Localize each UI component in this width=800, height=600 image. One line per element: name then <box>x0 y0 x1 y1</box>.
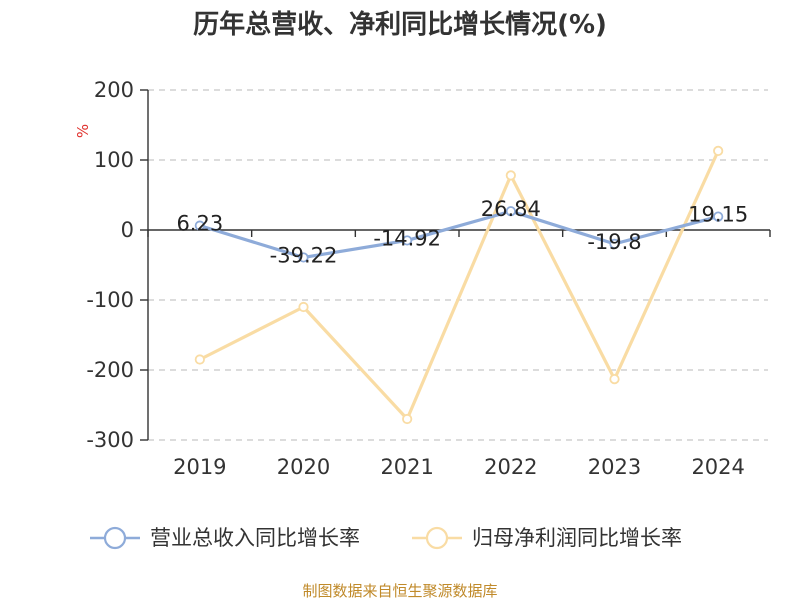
data-label: 26.84 <box>481 197 541 221</box>
x-tick-label: 2024 <box>691 455 744 479</box>
y-tick-label: 200 <box>94 78 134 102</box>
y-tick-label: -300 <box>86 428 134 452</box>
series <box>194 145 724 425</box>
data-point-1 <box>194 220 205 231</box>
data-label: -39.22 <box>270 243 338 267</box>
data-labels: 6.23 -39.22 -14.92 26.84 -19.8 19.15 <box>176 197 748 267</box>
x-tick-label: 2022 <box>484 455 537 479</box>
x-tick-label: 2021 <box>380 455 433 479</box>
data-point-1 <box>505 206 516 217</box>
legend[interactable]: 营业总收入同比增长率 归母净利润同比增长率 <box>90 526 682 550</box>
series-line-2 <box>199 150 720 421</box>
data-source-footer: 制图数据来自恒生聚源数据库 <box>302 582 497 600</box>
axes: 200 100 0 -100 -200 -300 2019 2020 2021 2022 2023 2… <box>86 78 771 479</box>
data-label: 19.15 <box>688 203 748 227</box>
grid <box>148 89 768 441</box>
legend-item-1[interactable]: 营业总收入同比增长率 <box>90 526 360 550</box>
y-tick-label: -200 <box>86 358 134 382</box>
series-line-1 <box>199 209 719 260</box>
legend-label: 营业总收入同比增长率 <box>150 526 360 550</box>
data-point-2 <box>402 413 413 425</box>
data-point-2 <box>298 301 309 313</box>
data-point-2 <box>194 354 205 365</box>
data-point-1 <box>713 211 724 222</box>
chart-title: 历年总营收、净利同比增长情况(%) <box>193 9 607 40</box>
x-tick-label: 2023 <box>588 455 641 479</box>
legend-item-2[interactable]: 归母净利润同比增长率 <box>412 526 682 550</box>
legend-marker <box>103 526 127 550</box>
data-point-2 <box>505 170 516 181</box>
data-point-2 <box>713 145 724 156</box>
data-point-2 <box>609 373 620 385</box>
data-label: -14.92 <box>373 226 441 250</box>
y-axis-unit: % <box>74 124 92 138</box>
y-tick-label: 100 <box>94 148 134 172</box>
y-tick-label: 0 <box>121 218 134 242</box>
legend-label: 归母净利润同比增长率 <box>472 526 682 550</box>
data-label: -19.8 <box>587 230 641 254</box>
data-point-1 <box>402 235 413 246</box>
data-point-1 <box>298 252 309 263</box>
data-label: 6.23 <box>176 212 223 236</box>
data-point-1 <box>609 238 620 249</box>
x-tick-label: 2019 <box>173 455 226 479</box>
legend-marker <box>425 526 449 550</box>
y-tick-label: -100 <box>86 288 134 312</box>
x-tick-label: 2020 <box>277 455 330 479</box>
